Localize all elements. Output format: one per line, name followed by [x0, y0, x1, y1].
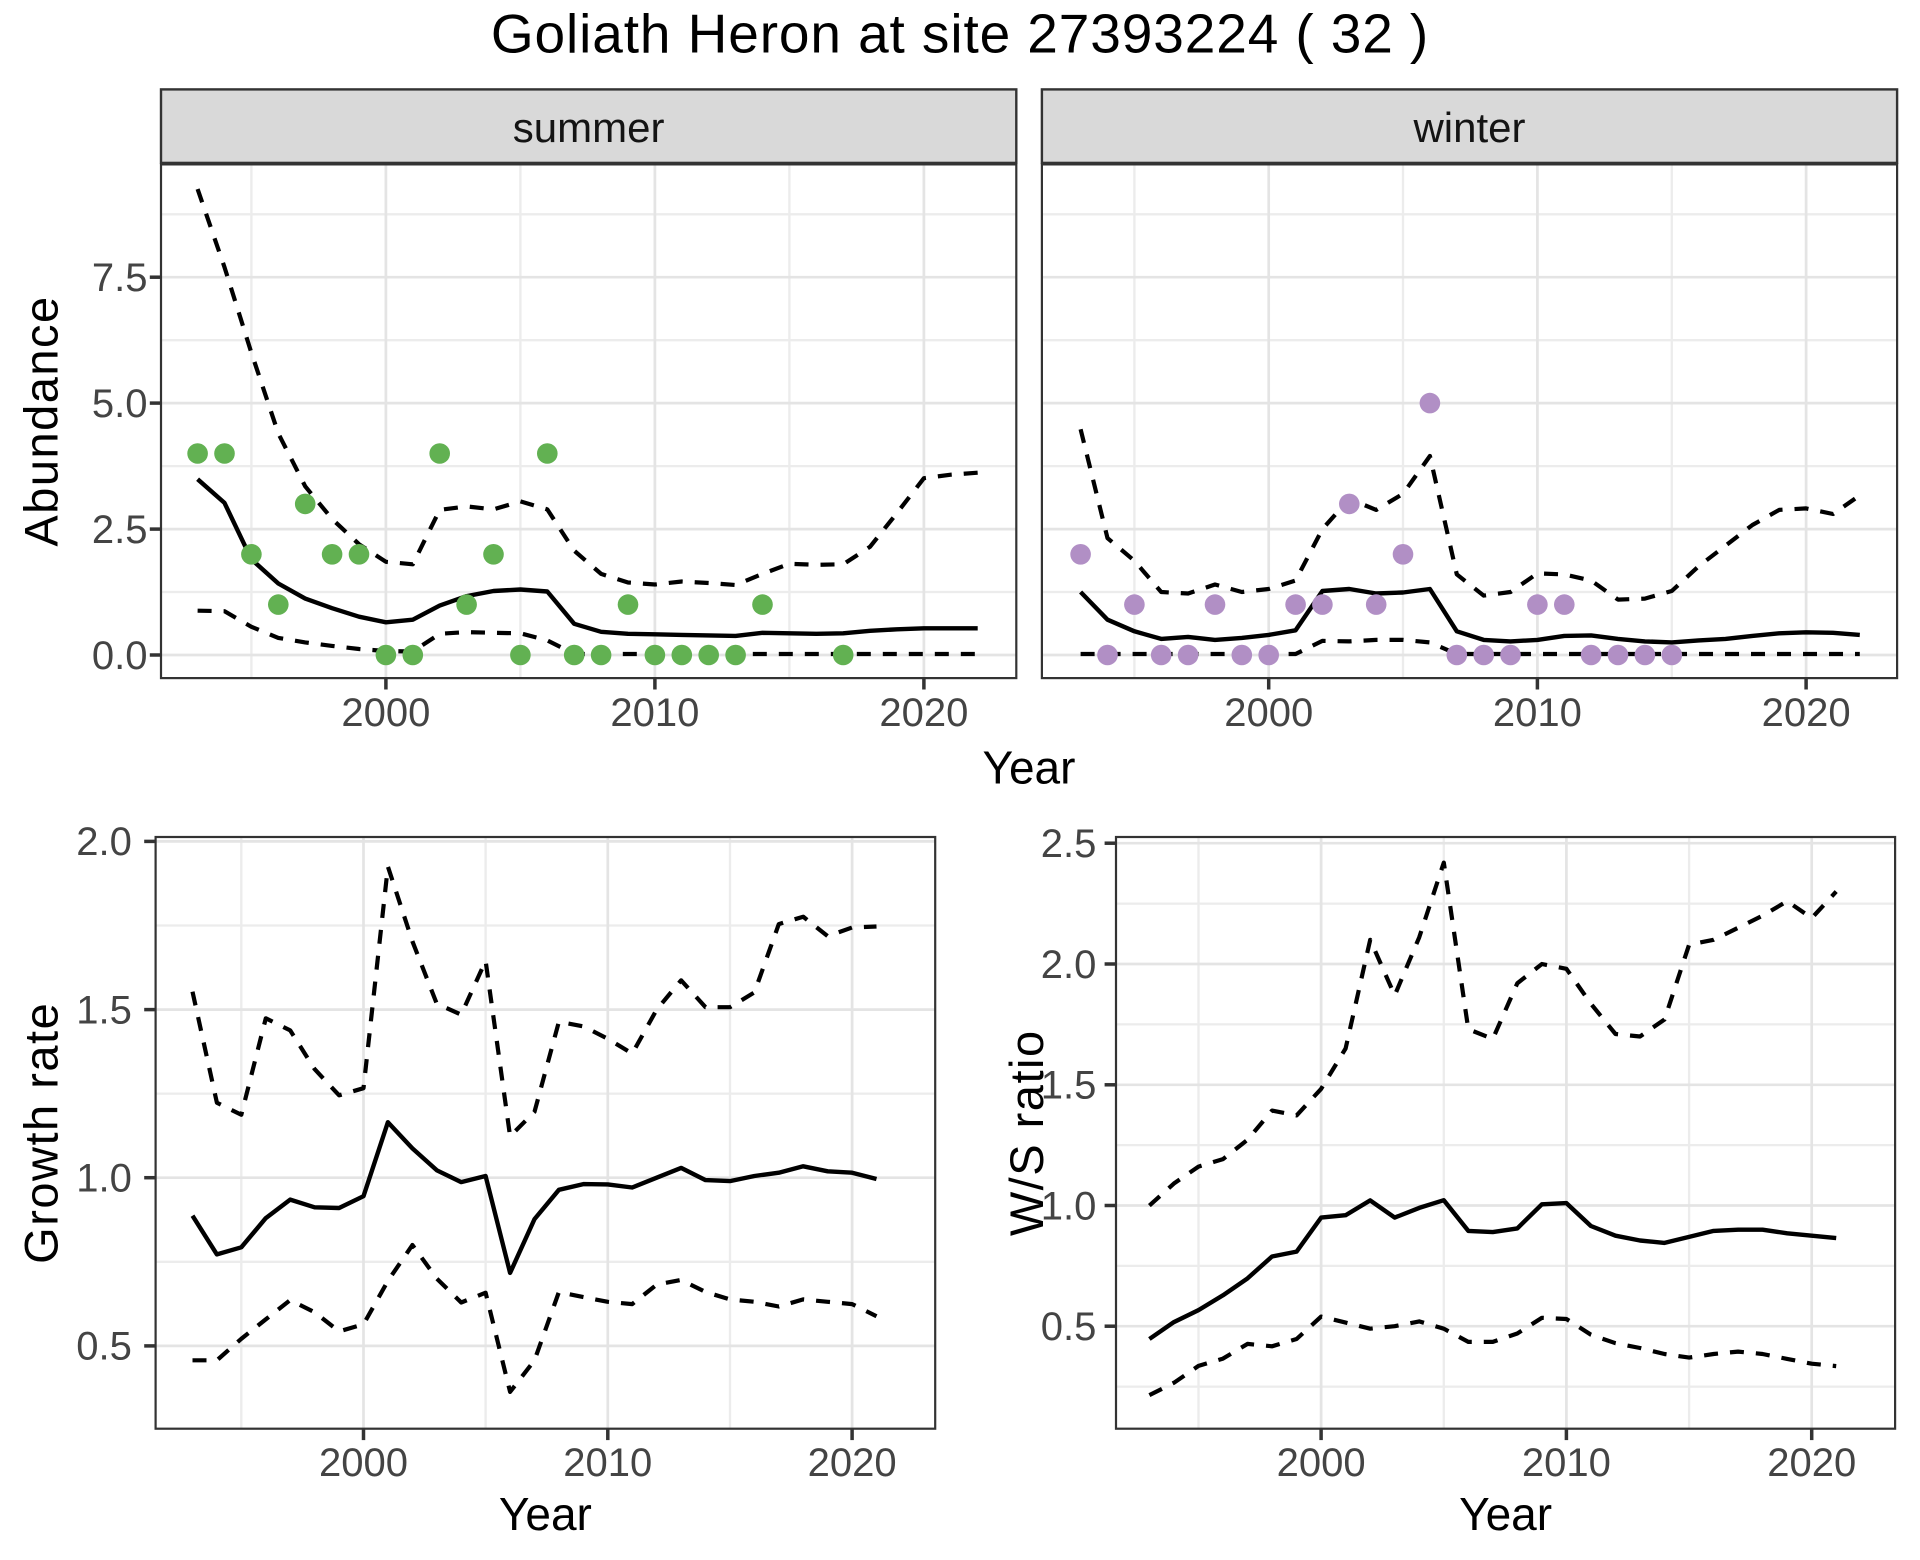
svg-text:1.0: 1.0 — [1041, 1184, 1097, 1228]
svg-text:2020: 2020 — [879, 691, 968, 735]
svg-text:winter: winter — [1412, 104, 1525, 151]
svg-text:Growth rate: Growth rate — [15, 1002, 68, 1264]
svg-text:2020: 2020 — [808, 1441, 897, 1485]
svg-text:Year: Year — [499, 1488, 592, 1540]
svg-text:2.0: 2.0 — [1041, 943, 1097, 987]
svg-text:0.5: 0.5 — [76, 1325, 132, 1369]
svg-text:summer: summer — [513, 104, 665, 151]
svg-text:5.0: 5.0 — [92, 382, 148, 426]
svg-text:2000: 2000 — [1277, 1441, 1366, 1485]
svg-text:2020: 2020 — [1762, 691, 1851, 735]
svg-text:Goliath Heron at site 27393224: Goliath Heron at site 27393224 ( 32 ) — [491, 3, 1429, 65]
svg-text:7.5: 7.5 — [92, 256, 148, 300]
svg-text:2010: 2010 — [610, 691, 699, 735]
svg-text:1.0: 1.0 — [76, 1157, 132, 1201]
svg-text:0.5: 0.5 — [1041, 1305, 1097, 1349]
svg-text:2000: 2000 — [1224, 691, 1313, 735]
svg-text:1.5: 1.5 — [1041, 1064, 1097, 1108]
svg-text:2010: 2010 — [1522, 1441, 1611, 1485]
svg-text:2020: 2020 — [1767, 1441, 1856, 1485]
svg-text:2000: 2000 — [319, 1441, 408, 1485]
svg-text:2.5: 2.5 — [1041, 822, 1097, 866]
svg-text:0.0: 0.0 — [92, 634, 148, 678]
svg-text:Year: Year — [983, 742, 1076, 794]
svg-text:W/S ratio: W/S ratio — [1000, 1029, 1053, 1236]
svg-text:2010: 2010 — [563, 1441, 652, 1485]
svg-text:2000: 2000 — [341, 691, 430, 735]
svg-text:2.0: 2.0 — [76, 820, 132, 864]
svg-text:2010: 2010 — [1493, 691, 1582, 735]
svg-text:1.5: 1.5 — [76, 988, 132, 1032]
svg-text:Abundance: Abundance — [15, 295, 68, 546]
svg-text:Year: Year — [1459, 1488, 1552, 1540]
svg-text:2.5: 2.5 — [92, 508, 148, 552]
